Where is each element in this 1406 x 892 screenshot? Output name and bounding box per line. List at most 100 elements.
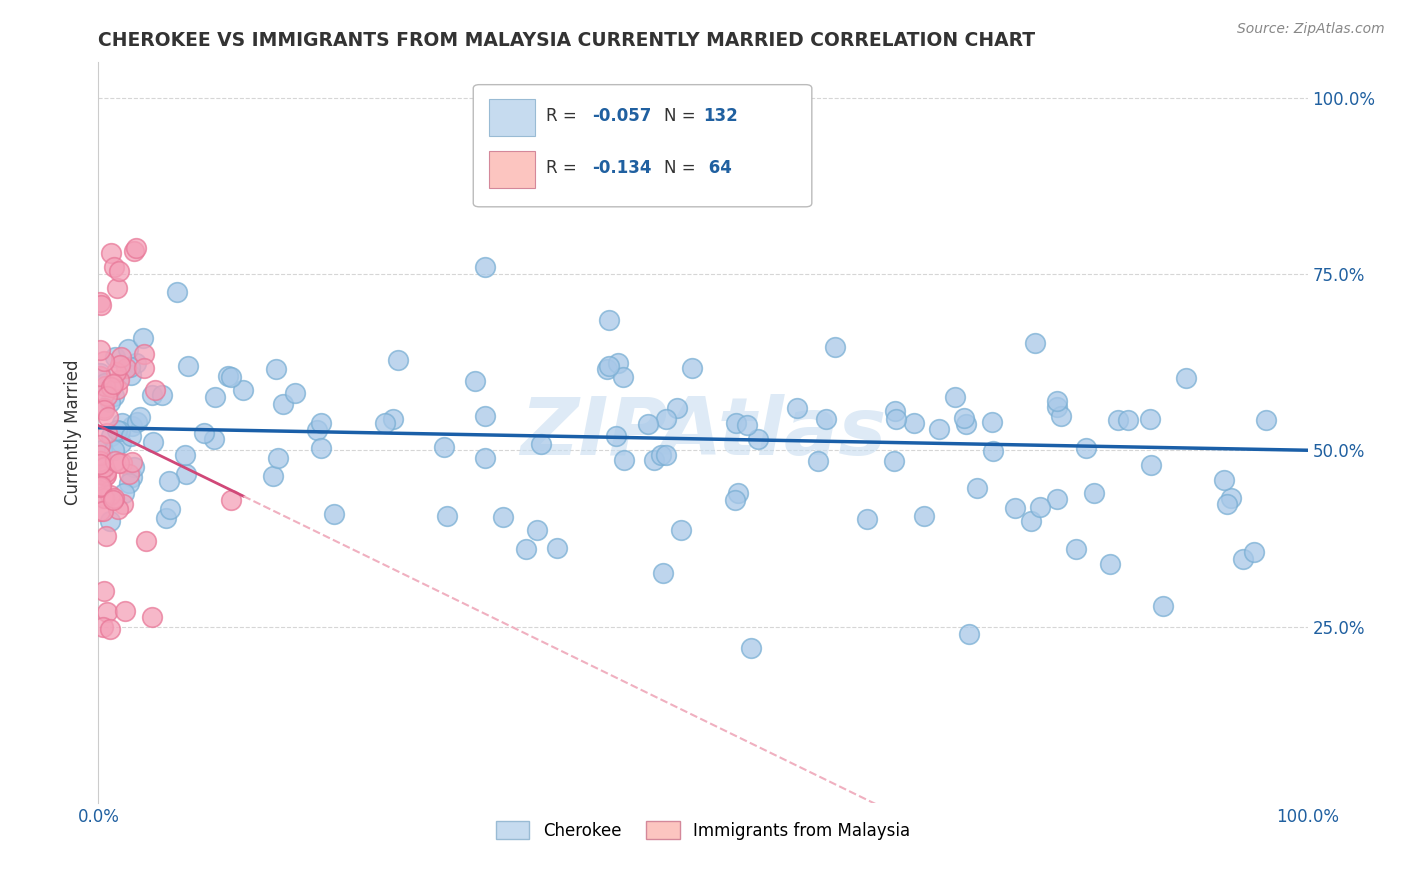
Point (1139, 412, 1161, 426)
Point (103, 389, 125, 403)
Point (104, 350, 127, 364)
Point (93, 504, 115, 518)
Point (219, 369, 242, 384)
Point (1216, 497, 1239, 511)
Point (669, 523, 692, 537)
Point (1174, 370, 1197, 384)
Point (598, 313, 620, 327)
Point (1074, 441, 1097, 455)
Point (103, 491, 125, 506)
Point (1004, 501, 1026, 516)
Point (651, 566, 673, 581)
Point (120, 429, 142, 443)
Point (94, 469, 117, 483)
Point (125, 356, 148, 370)
Point (125, 415, 148, 429)
Point (824, 340, 846, 354)
Text: Source: ZipAtlas.com: Source: ZipAtlas.com (1237, 22, 1385, 37)
Point (89, 295, 111, 310)
Point (737, 417, 759, 432)
Point (883, 454, 905, 468)
Legend: Cherokee, Immigrants from Malaysia: Cherokee, Immigrants from Malaysia (489, 814, 917, 847)
Point (637, 417, 659, 432)
Point (141, 388, 163, 402)
Point (110, 416, 132, 430)
Point (112, 486, 135, 500)
Point (132, 331, 155, 345)
Point (117, 342, 139, 356)
Point (89, 368, 111, 383)
Point (108, 456, 131, 470)
Point (121, 455, 143, 469)
Point (101, 376, 124, 391)
Point (125, 241, 148, 255)
Point (121, 470, 143, 484)
Point (655, 449, 678, 463)
Point (110, 436, 132, 450)
Point (97, 409, 120, 424)
Text: 64: 64 (703, 159, 733, 177)
Point (267, 450, 290, 465)
Bar (489, 152, 534, 188)
Point (166, 285, 188, 299)
Point (132, 346, 155, 360)
Point (1152, 599, 1174, 613)
Point (91, 377, 114, 392)
Point (1083, 485, 1105, 500)
Point (855, 512, 877, 526)
Point (526, 523, 548, 537)
Point (884, 412, 907, 426)
Point (1232, 552, 1254, 566)
Point (786, 401, 808, 416)
Point (89, 454, 111, 468)
Point (93, 459, 115, 474)
Point (101, 493, 124, 508)
Point (981, 444, 1004, 458)
Point (655, 182, 678, 196)
Point (193, 425, 215, 440)
Point (474, 451, 496, 466)
Point (100, 245, 122, 260)
Point (103, 442, 125, 457)
Point (96, 426, 118, 441)
Point (135, 534, 157, 549)
Point (110, 351, 132, 365)
Point (128, 409, 150, 424)
Point (966, 481, 988, 495)
Point (98, 622, 121, 636)
Point (1024, 335, 1046, 350)
Point (94, 379, 117, 393)
Point (1046, 400, 1069, 414)
Point (204, 390, 226, 404)
Y-axis label: Currently Married: Currently Married (65, 359, 83, 506)
Point (436, 509, 458, 524)
Text: -0.057: -0.057 (592, 107, 651, 125)
Point (105, 382, 128, 396)
Point (103, 260, 125, 274)
Point (1050, 409, 1073, 424)
Point (91, 619, 114, 633)
Text: ZIPAtlas: ZIPAtlas (520, 393, 886, 472)
Point (492, 509, 515, 524)
Point (122, 244, 145, 258)
Point (1029, 500, 1052, 515)
Point (309, 441, 332, 455)
Point (89, 504, 111, 518)
Point (1107, 412, 1129, 426)
Point (1046, 491, 1069, 506)
Point (104, 454, 127, 468)
Point (100, 429, 122, 443)
Point (474, 260, 496, 274)
FancyBboxPatch shape (474, 85, 811, 207)
Point (1140, 458, 1163, 473)
Point (89, 467, 111, 481)
Point (105, 365, 128, 379)
Point (118, 476, 141, 491)
Point (943, 390, 966, 404)
Point (515, 542, 537, 557)
Point (912, 509, 935, 524)
Point (112, 497, 135, 511)
Point (387, 353, 409, 368)
Point (1098, 557, 1121, 571)
Point (1243, 544, 1265, 558)
